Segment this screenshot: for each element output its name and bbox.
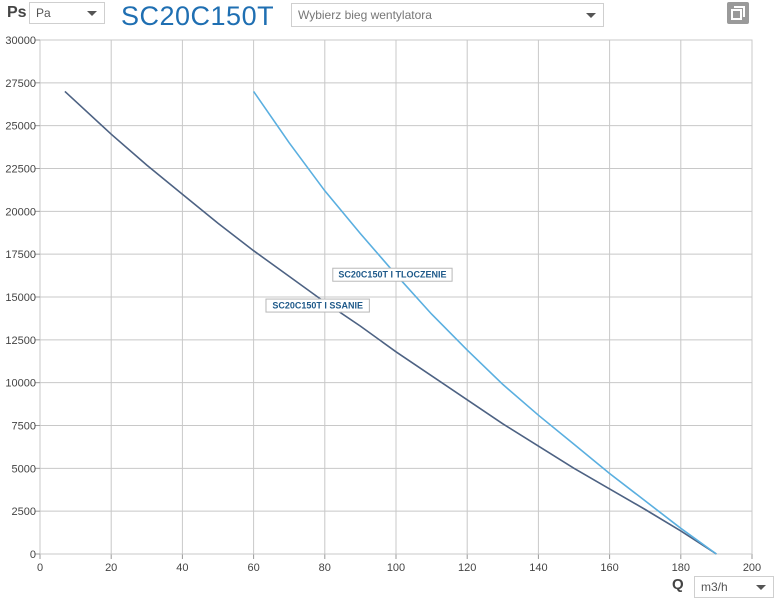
copy-window-icon-front	[731, 9, 742, 20]
y-tick-label: 7500	[12, 421, 36, 433]
model-title: SC20C150T	[121, 1, 275, 31]
pressure-axis-symbol: Ps	[7, 4, 27, 21]
flow-axis-symbol: Q	[672, 576, 684, 593]
x-tick-label: 180	[672, 562, 690, 574]
copy-window-button[interactable]	[727, 2, 749, 24]
x-tick-label: 200	[743, 562, 761, 574]
y-tick-label: 30000	[5, 35, 36, 47]
pressure-unit-select[interactable]: Pa	[29, 2, 105, 24]
fan-speed-select[interactable]: Wybierz bieg wentylatora	[291, 3, 604, 27]
y-tick-label: 17500	[5, 249, 36, 261]
y-tick-label: 2500	[12, 506, 36, 518]
y-tick-label: 10000	[5, 378, 36, 390]
flow-unit-select[interactable]: m3/h	[694, 576, 774, 598]
series-tloczenie-label: SC20C150T I TLOCZENIE	[338, 270, 446, 280]
series-ssanie-label-box	[265, 298, 370, 313]
chevron-down-icon	[756, 585, 766, 590]
x-tick-label: 160	[600, 562, 618, 574]
x-tick-label: 0	[37, 562, 43, 574]
x-tick-label: 20	[105, 562, 117, 574]
copy-window-icon	[734, 6, 745, 17]
fan-speed-placeholder: Wybierz bieg wentylatora	[298, 8, 432, 22]
y-tick-label: 22500	[5, 164, 36, 176]
chevron-down-icon	[586, 13, 596, 18]
x-tick-label: 100	[387, 562, 405, 574]
flow-unit-value: m3/h	[701, 580, 728, 594]
x-tick-label: 40	[176, 562, 188, 574]
y-tick-label: 27500	[5, 78, 36, 90]
y-tick-label: 5000	[12, 463, 36, 475]
series-ssanie-label: SC20C150T I SSANIE	[272, 301, 363, 311]
series-tloczenie-line	[252, 90, 717, 555]
y-tick-label: 15000	[5, 292, 36, 304]
x-tick-label: 140	[529, 562, 547, 574]
series-ssanie-line	[64, 90, 717, 555]
x-tick-label: 80	[319, 562, 331, 574]
pressure-unit-value: Pa	[36, 6, 51, 20]
x-tick-label: 120	[458, 562, 476, 574]
chevron-down-icon	[87, 11, 97, 16]
y-tick-label: 20000	[5, 206, 36, 218]
y-tick-label: 0	[30, 549, 36, 561]
y-tick-label: 25000	[5, 121, 36, 133]
series-tloczenie-label-box	[332, 267, 453, 282]
y-tick-label: 12500	[5, 335, 36, 347]
x-tick-label: 60	[247, 562, 259, 574]
